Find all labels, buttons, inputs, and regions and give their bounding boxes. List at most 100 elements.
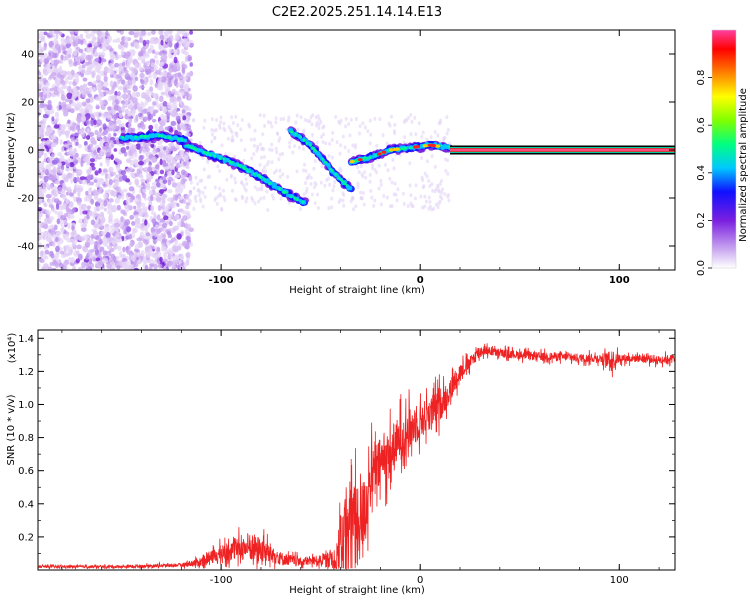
- halo-blob: [255, 148, 259, 153]
- noise-blob: [42, 113, 49, 119]
- noise-blob: [116, 119, 122, 125]
- noise-blob: [43, 202, 48, 208]
- halo-blob: [287, 115, 291, 120]
- noise-blob: [183, 261, 188, 268]
- snr-series-line: [38, 343, 675, 570]
- noise-blob: [167, 254, 172, 261]
- noise-blob: [48, 30, 53, 36]
- noise-blob: [108, 178, 114, 186]
- noise-blob: [154, 69, 161, 75]
- noise-blob: [185, 41, 191, 47]
- noise-blob: [75, 124, 81, 131]
- noise-blob: [162, 179, 168, 184]
- noise-blob: [62, 219, 68, 226]
- noise-blob: [103, 43, 110, 48]
- noise-blob: [103, 66, 110, 73]
- noise-blob: [175, 185, 181, 193]
- noise-blob: [94, 248, 100, 256]
- trace-blob: [404, 146, 408, 150]
- noise-blob: [133, 41, 139, 47]
- noise-blob: [45, 209, 49, 214]
- trace-blob: [293, 196, 296, 200]
- noise-blob: [90, 112, 96, 119]
- halo-blob: [239, 138, 243, 143]
- noise-blob: [89, 158, 96, 163]
- trace-blob: [308, 143, 312, 147]
- noise-blob: [184, 56, 189, 63]
- noise-blob: [140, 101, 144, 107]
- noise-blob: [122, 188, 128, 193]
- halo-blob: [253, 128, 257, 133]
- noise-blob: [128, 57, 133, 64]
- halo-blob: [250, 196, 254, 201]
- noise-blob: [52, 241, 56, 247]
- noise-blob: [168, 42, 173, 48]
- halo-blob: [328, 182, 332, 187]
- trace-blob: [158, 134, 161, 137]
- noise-blob: [93, 80, 97, 85]
- noise-blob: [94, 129, 99, 136]
- halo-blob: [424, 199, 428, 204]
- halo-blob: [219, 115, 223, 120]
- trace-blob: [238, 164, 242, 168]
- noise-blob: [166, 154, 172, 161]
- halo-blob: [381, 133, 385, 138]
- trace-blob: [169, 136, 172, 139]
- noise-blob: [140, 202, 146, 208]
- halo-blob: [210, 132, 214, 137]
- noise-blob: [149, 78, 154, 86]
- noise-blob: [75, 258, 80, 264]
- trace-blob: [341, 179, 345, 183]
- noise-blob: [126, 89, 131, 94]
- noise-blob: [162, 70, 168, 77]
- halo-blob: [379, 182, 383, 187]
- halo-blob: [408, 161, 412, 166]
- noise-blob: [149, 258, 155, 264]
- halo-blob: [382, 194, 386, 199]
- halo-blob: [406, 115, 410, 120]
- noise-blob: [175, 115, 181, 122]
- noise-blob: [157, 205, 162, 212]
- noise-blob: [111, 141, 115, 148]
- noise-blob: [184, 229, 189, 234]
- halo-blob: [270, 148, 274, 153]
- halo-blob: [391, 157, 395, 162]
- noise-blob: [135, 91, 141, 98]
- noise-blob: [59, 74, 65, 80]
- halo-blob: [295, 113, 299, 118]
- noise-blob: [138, 112, 143, 117]
- noise-blob: [102, 33, 106, 38]
- noise-blob: [170, 120, 176, 127]
- noise-blob: [128, 181, 132, 186]
- noise-blob: [134, 172, 140, 177]
- noise-blob: [147, 74, 153, 79]
- halo-blob: [438, 194, 442, 199]
- noise-blob: [72, 50, 78, 57]
- halo-blob: [379, 202, 383, 207]
- noise-blob: [107, 217, 113, 224]
- noise-blob: [65, 199, 70, 205]
- noise-blob: [125, 226, 132, 233]
- halo-blob: [436, 133, 440, 138]
- noise-blob: [82, 246, 89, 253]
- noise-blob: [75, 197, 79, 202]
- halo-blob: [299, 207, 303, 212]
- halo-blob: [427, 178, 431, 183]
- trace-blob: [209, 153, 212, 157]
- noise-blob: [115, 74, 122, 79]
- noise-blob: [81, 179, 88, 185]
- noise-blob: [86, 168, 92, 175]
- trace-blob: [440, 144, 443, 147]
- noise-blob: [150, 90, 154, 96]
- halo-blob: [356, 184, 360, 189]
- halo-blob: [413, 196, 417, 201]
- halo-blob: [327, 206, 331, 211]
- trace-blob: [285, 191, 289, 194]
- noise-blob: [108, 95, 112, 102]
- noise-blob: [124, 73, 131, 80]
- halo-blob: [245, 181, 249, 186]
- noise-blob: [85, 135, 91, 140]
- noise-blob: [113, 148, 118, 152]
- noise-blob: [43, 152, 48, 159]
- noise-blob: [136, 206, 142, 213]
